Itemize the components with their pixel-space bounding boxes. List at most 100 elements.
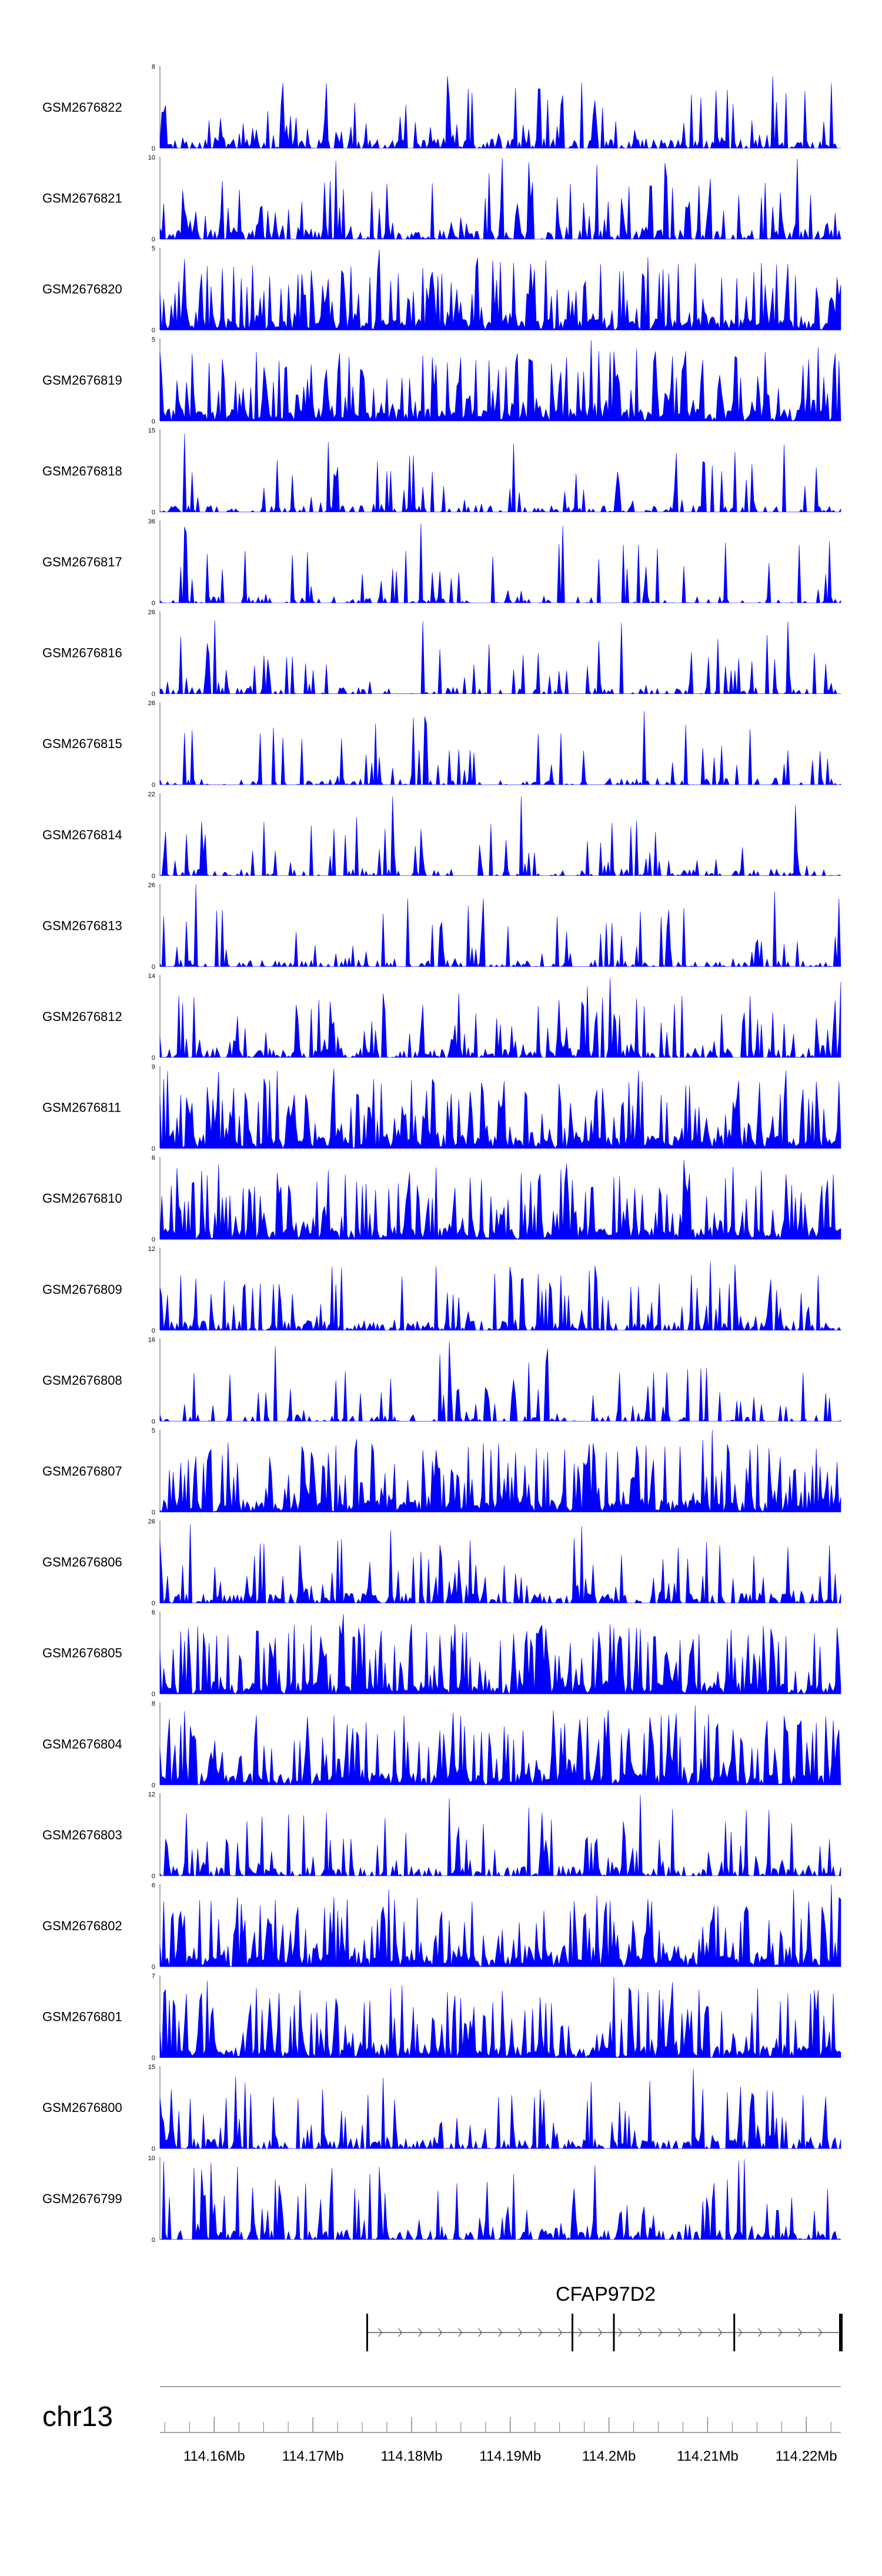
exon	[613, 2314, 615, 2351]
gene-label: CFAP97D2	[556, 2283, 656, 2305]
exon	[572, 2314, 574, 2351]
strand-arrow	[377, 2328, 383, 2337]
y-max-label: 10	[148, 2155, 155, 2162]
strand-arrow	[737, 2328, 743, 2337]
y-max-label: 6	[152, 1609, 155, 1616]
y-max-label: 26	[148, 882, 155, 889]
track-GSM2676801: GSM2676801 7 0	[42, 1973, 841, 2062]
y-max-label: 22	[148, 791, 155, 798]
tick-label: 114.17Mb	[282, 2448, 344, 2464]
y-max-label: 7	[152, 1973, 155, 1980]
y-max-label: 15	[148, 2064, 155, 2071]
track-label: GSM2676811	[42, 1100, 121, 1115]
track-GSM2676807: GSM2676807 5 0	[42, 1427, 841, 1516]
strand-arrow	[457, 2328, 463, 2337]
coverage-area	[159, 2069, 841, 2150]
coverage-area	[159, 884, 841, 967]
y-min-label: 0	[152, 1782, 155, 1789]
coverage-area	[159, 340, 841, 422]
y-max-label: 26	[148, 1519, 155, 1526]
track-label: GSM2676807	[42, 1464, 122, 1479]
track-GSM2676809: GSM2676809 12 0	[42, 1246, 841, 1334]
strand-arrow	[637, 2328, 643, 2337]
track-label: GSM2676822	[42, 100, 122, 115]
exon	[733, 2314, 736, 2351]
strand-arrow	[797, 2328, 803, 2337]
track-GSM2676820: GSM2676820 5 0	[42, 245, 841, 334]
y-min-label: 0	[152, 418, 155, 425]
track-label: GSM2676805	[42, 1646, 122, 1660]
track-GSM2676810: GSM2676810 6 0	[42, 1154, 841, 1243]
track-label: GSM2676816	[42, 646, 122, 660]
y-min-label: 0	[152, 2145, 155, 2153]
chromosome-label: chr13	[42, 2401, 113, 2432]
coverage-area	[159, 1160, 841, 1240]
coverage-area	[159, 620, 841, 695]
track-GSM2676815: GSM2676815 26 0	[42, 700, 841, 789]
tick-label: 114.2Mb	[582, 2448, 636, 2464]
y-max-label: 26	[148, 609, 155, 616]
strand-arrow	[817, 2328, 823, 2337]
track-GSM2676812: GSM2676812 14 0	[42, 973, 841, 1062]
coverage-area	[159, 1977, 841, 2058]
strand-arrow	[617, 2328, 623, 2337]
y-min-label: 0	[152, 1327, 155, 1334]
y-min-label: 0	[152, 600, 155, 607]
coverage-area	[159, 433, 841, 513]
track-GSM2676800: GSM2676800 15 0	[42, 2064, 841, 2153]
track-GSM2676816: GSM2676816 26 0	[42, 609, 841, 698]
y-max-label: 36	[148, 518, 155, 525]
strand-arrow	[477, 2328, 483, 2337]
y-min-label: 0	[152, 1509, 155, 1516]
y-max-label: 8	[152, 64, 155, 71]
strand-arrow	[717, 2328, 723, 2337]
strand-arrow	[557, 2328, 563, 2337]
y-max-label: 15	[148, 427, 155, 434]
genome-axis: chr13 114.16Mb 114.17Mb 114.18Mb 114.19Mb 11…	[42, 2386, 841, 2464]
strand-arrow	[577, 2328, 583, 2337]
strand-arrow	[397, 2328, 403, 2337]
strand-arrow	[657, 2328, 663, 2337]
track-GSM2676803: GSM2676803 12 0	[42, 1791, 841, 1880]
tick-label: 114.18Mb	[380, 2448, 442, 2464]
track-GSM2676821: GSM2676821 10 0	[42, 155, 841, 243]
track-GSM2676817: GSM2676817 36 0	[42, 518, 841, 607]
strand-arrow	[777, 2328, 783, 2337]
y-min-label: 0	[152, 963, 155, 970]
track-label: GSM2676812	[42, 1009, 122, 1024]
y-min-label: 0	[152, 873, 155, 880]
coverage-area	[159, 158, 841, 240]
coverage-area	[159, 1705, 841, 1786]
coverage-area	[159, 1261, 841, 1331]
track-label: GSM2676821	[42, 191, 122, 206]
track-GSM2676811: GSM2676811 9 0	[42, 1064, 841, 1153]
track-GSM2676804: GSM2676804 8 0	[42, 1700, 841, 1789]
strand-arrow	[497, 2328, 503, 2337]
y-max-label: 5	[152, 336, 155, 343]
track-label: GSM2676819	[42, 373, 122, 388]
y-max-label: 6	[152, 1882, 155, 1889]
coverage-area	[159, 711, 841, 786]
track-GSM2676822: GSM2676822 8 0	[42, 64, 841, 152]
track-GSM2676806: GSM2676806 26 0	[42, 1519, 841, 1607]
y-min-label: 0	[152, 1418, 155, 1425]
y-min-label: 0	[152, 782, 155, 789]
track-GSM2676805: GSM2676805 6 0	[42, 1609, 841, 1698]
track-GSM2676813: GSM2676813 26 0	[42, 882, 841, 970]
y-min-label: 0	[152, 327, 155, 334]
y-max-label: 10	[148, 155, 155, 162]
coverage-area	[159, 1524, 841, 1604]
coverage-area	[159, 1068, 841, 1149]
y-min-label: 0	[152, 145, 155, 152]
y-max-label: 14	[148, 973, 155, 980]
strand-arrow	[537, 2328, 543, 2337]
coverage-area	[159, 1430, 841, 1513]
y-min-label: 0	[152, 1146, 155, 1153]
coverage-area	[159, 1795, 841, 1877]
y-min-label: 0	[152, 1600, 155, 1607]
track-label: GSM2676817	[42, 555, 122, 569]
track-label: GSM2676820	[42, 282, 122, 296]
coverage-area	[159, 2159, 841, 2240]
strand-arrow	[597, 2328, 603, 2337]
y-max-label: 16	[148, 1336, 155, 1343]
